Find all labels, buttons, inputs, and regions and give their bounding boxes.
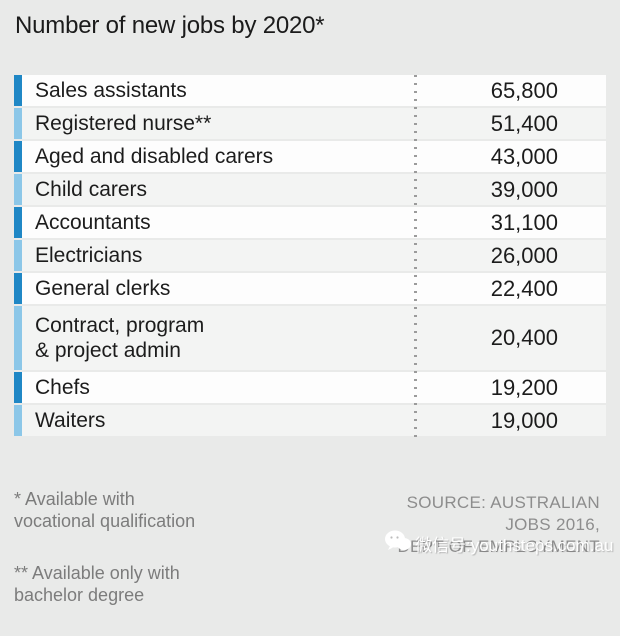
row-accent-bar (14, 240, 22, 271)
watermark: 微信号:youthsteps.com.au (384, 529, 613, 558)
dotted-divider (414, 75, 417, 438)
row-label: Registered nurse** (35, 112, 212, 135)
table-row: Contract, program & project admin 20,400 (14, 306, 606, 370)
row-accent-bar (14, 141, 22, 172)
table-row: Chefs 19,200 (14, 372, 606, 403)
table-row: Aged and disabled carers 43,000 (14, 141, 606, 172)
row-accent-bar (14, 108, 22, 139)
infographic: { "title": "Number of new jobs by 2020*"… (14, 12, 614, 605)
row-value: 39,000 (490, 176, 558, 202)
row-value: 43,000 (490, 143, 558, 169)
row-label: Aged and disabled carers (35, 145, 274, 168)
table-row: Registered nurse** 51,400 (14, 108, 606, 139)
row-label: Child carers (35, 178, 148, 201)
row-label: Waiters (35, 409, 106, 432)
footnote-vocational: * Available with vocational qualificatio… (14, 489, 196, 531)
row-accent-bar (14, 405, 22, 436)
jobs-table: Sales assistants 65,800 Registered nurse… (14, 75, 606, 438)
wechat-icon (384, 529, 415, 558)
row-value: 19,200 (490, 374, 558, 400)
row-value: 26,000 (490, 242, 558, 268)
table-row: Sales assistants 65,800 (14, 75, 606, 106)
row-accent-bar (14, 174, 22, 205)
table-row: General clerks 22,400 (14, 273, 606, 304)
row-value: 22,400 (490, 275, 558, 301)
row-label: Sales assistants (35, 79, 187, 102)
row-accent-bar (14, 207, 22, 238)
row-label: Accountants (35, 211, 151, 234)
row-accent-bar (14, 273, 22, 304)
row-accent-bar (14, 75, 22, 106)
row-label: Chefs (35, 376, 90, 399)
row-value: 31,100 (490, 209, 558, 235)
row-value: 51,400 (490, 110, 558, 136)
row-label: General clerks (35, 277, 171, 300)
table-row: Child carers 39,000 (14, 174, 606, 205)
row-accent-bar (14, 372, 22, 403)
table-row: Waiters 19,000 (14, 405, 606, 436)
source-attribution: SOURCE: AUSTRALIAN JOBS 2016, DEPT OF EM… (397, 493, 600, 556)
row-label: Electricians (35, 244, 143, 267)
page-title: Number of new jobs by 2020* (15, 12, 325, 39)
table-row: Accountants 31,100 (14, 207, 606, 238)
watermark-text: 微信号:youthsteps.com.au (415, 536, 614, 555)
row-accent-bar (14, 306, 22, 370)
table-row: Electricians 26,000 (14, 240, 606, 271)
footnotes: * Available with vocational qualificatio… (14, 466, 195, 636)
row-value: 65,800 (490, 77, 558, 103)
row-value: 19,000 (490, 407, 558, 433)
row-label: Contract, program & project admin (35, 314, 205, 362)
row-value: 20,400 (490, 325, 558, 350)
